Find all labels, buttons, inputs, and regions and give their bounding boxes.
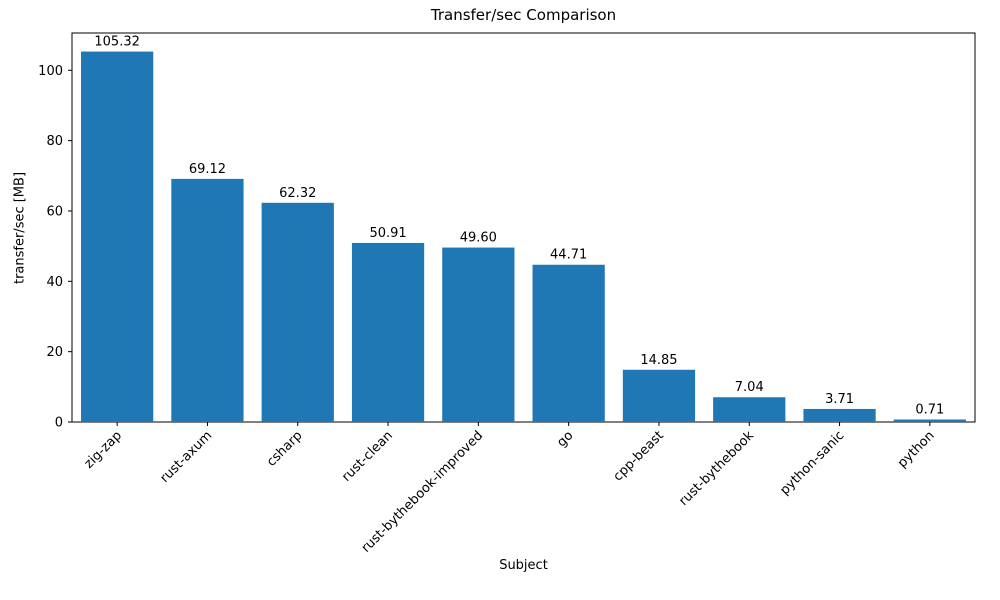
bar [893,419,966,422]
bar-value-label: 0.71 [915,403,944,418]
bar-value-label: 69.12 [189,162,226,177]
x-tick-label: csharp [264,428,306,470]
x-tick-label: rust-axum [157,428,215,486]
y-tick-label: 60 [46,204,63,219]
bar [803,408,876,422]
bar [81,51,154,422]
bar-value-label: 14.85 [640,353,677,368]
bar [713,397,786,422]
x-tick-label: zig-zap [82,428,125,471]
x-tick-label: python-sanic [777,428,847,498]
bar-value-label: 105.32 [94,35,140,50]
bar [622,369,696,422]
x-tick-label: cpp-beast [611,428,667,484]
y-tick-label: 20 [46,345,63,360]
bar [351,242,425,422]
x-tick-label: python [895,428,938,471]
bar [261,202,334,422]
x-axis-label: Subject [499,558,548,573]
bar [442,247,515,422]
x-tick-label: go [554,428,576,450]
y-tick-label: 0 [55,416,63,431]
bar-value-label: 7.04 [735,380,764,395]
chart-title: Transfer/sec Comparison [430,6,617,24]
bar [171,178,244,422]
bar [532,264,605,422]
bar-value-label: 50.91 [369,226,406,241]
y-axis-label: transfer/sec [MB] [12,171,28,285]
y-tick-label: 40 [46,275,63,290]
plot-border [71,32,976,423]
x-tick-label: rust-clean [339,428,396,485]
x-tick-label: rust-bythebook [676,428,757,509]
bar-value-label: 62.32 [279,186,316,201]
bar-value-label: 3.71 [825,392,854,407]
bar-value-label: 44.71 [550,248,587,263]
bar-value-label: 49.60 [460,231,497,246]
y-tick-label: 100 [38,64,63,79]
y-tick-label: 80 [46,134,63,149]
